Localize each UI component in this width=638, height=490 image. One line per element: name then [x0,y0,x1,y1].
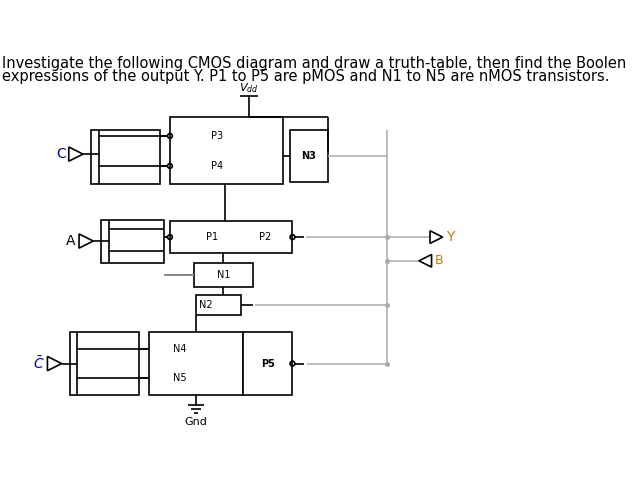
Bar [101,220,165,263]
Bar [70,332,139,395]
Text: $V_{dd}$: $V_{dd}$ [239,82,259,96]
Bar [290,130,328,182]
Text: Gnd: Gnd [184,417,207,427]
Text: Investigate the following CMOS diagram and draw a truth-table, then find the Boo: Investigate the following CMOS diagram a… [3,56,627,71]
Text: N4: N4 [174,344,187,354]
Text: P2: P2 [258,232,271,242]
Text: N3: N3 [302,151,316,161]
Bar [170,117,283,184]
Text: P1: P1 [206,232,218,242]
Bar [149,332,244,395]
Text: expressions of the output Y. P1 to P5 are pMOS and N1 to N5 are nMOS transistors: expressions of the output Y. P1 to P5 ar… [3,69,610,84]
Bar [244,332,292,395]
Bar [170,221,292,253]
Text: Y: Y [446,230,454,244]
Bar [91,130,161,184]
Polygon shape [79,234,93,248]
Text: $\bar{C}$: $\bar{C}$ [33,355,44,372]
Text: A: A [66,234,76,248]
Text: B: B [434,254,443,268]
Text: C: C [56,147,66,161]
Text: N1: N1 [216,270,230,280]
Polygon shape [47,356,62,370]
Bar [194,263,253,287]
Bar [196,295,241,315]
Text: N5: N5 [174,373,187,383]
Polygon shape [419,254,431,267]
Text: P3: P3 [211,131,223,141]
Text: N2: N2 [198,300,212,310]
Polygon shape [69,147,83,161]
Text: P5: P5 [261,359,275,368]
Text: P4: P4 [211,161,223,171]
Polygon shape [430,231,443,244]
